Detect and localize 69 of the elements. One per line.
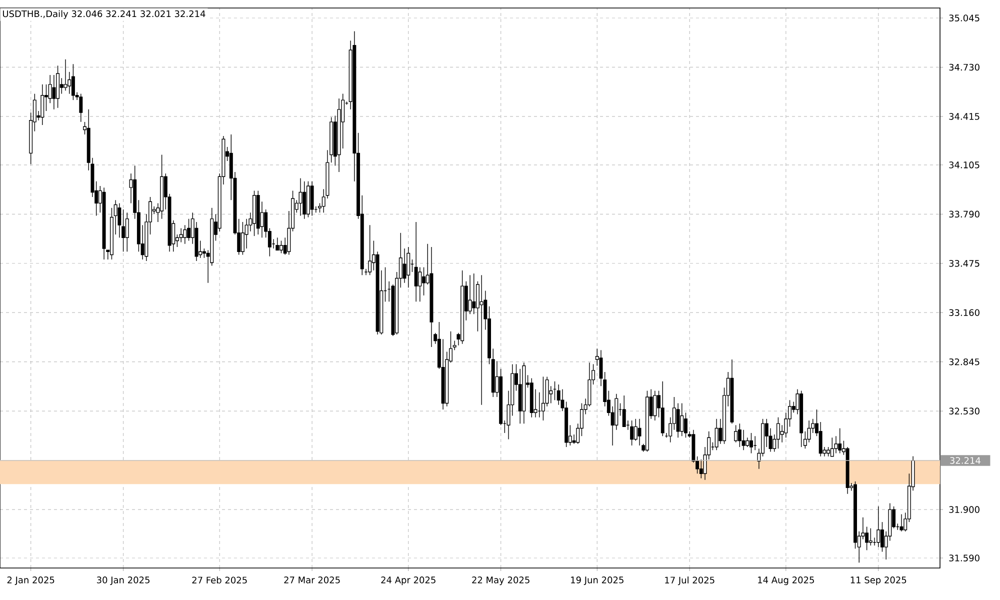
candlestick [734, 424, 738, 443]
candlestick [830, 437, 834, 457]
candlestick [868, 528, 872, 546]
candlestick [714, 418, 718, 451]
candlestick [541, 376, 545, 421]
candlestick [406, 246, 410, 288]
x-tick-label: 19 Jun 2025 [571, 576, 624, 586]
candlestick [684, 412, 688, 438]
candlestick [52, 74, 56, 110]
candlestick [630, 420, 634, 446]
y-tick-label: 33.790 [949, 210, 980, 218]
y-tick-label: 34.415 [949, 113, 980, 120]
candlestick [414, 222, 418, 302]
candlestick [807, 420, 811, 443]
x-tick-label: 2 Jan 2025 [7, 576, 54, 586]
candlestick [40, 84, 44, 126]
candlestick [738, 423, 742, 448]
candlestick [818, 422, 822, 457]
ref-line-label: 32.214 [950, 457, 980, 464]
candlestick [179, 228, 183, 243]
candlestick [280, 240, 283, 254]
candlestick [402, 248, 406, 284]
chart-title: USDTHB.,Daily 32.046 32.241 32.021 32.214 [2, 10, 206, 19]
candlestick [838, 428, 842, 454]
candlestick [125, 212, 129, 252]
x-tick-label: 27 Feb 2025 [192, 576, 247, 584]
x-tick-label: 27 Mar 2025 [284, 576, 340, 584]
y-tick-label: 31.900 [949, 506, 980, 513]
y-tick-label: 35.045 [949, 14, 980, 22]
candlestick [183, 224, 187, 244]
candlestick [676, 402, 680, 438]
candlestick [776, 416, 780, 449]
candlestick [472, 273, 476, 315]
candlestick [79, 93, 83, 122]
candlestick [834, 436, 838, 454]
y-tick-label: 33.475 [949, 260, 980, 267]
candlestick [310, 180, 314, 216]
candlestick [826, 446, 830, 457]
y-tick-label: 32.845 [949, 358, 980, 366]
candlestick [422, 266, 426, 296]
candlestick [742, 429, 746, 451]
x-tick-label: 24 Apr 2025 [381, 576, 436, 586]
y-tick-label: 34.730 [949, 64, 980, 71]
y-tick-label: 32.530 [949, 408, 980, 414]
candlestick [418, 266, 422, 302]
x-tick-label: 11 Sep 2025 [850, 576, 906, 586]
candlestick [634, 418, 638, 442]
candlestick [64, 59, 68, 92]
candlestick [240, 222, 244, 256]
candlestick [118, 202, 122, 238]
candlestick [622, 395, 626, 428]
x-tick-label: 30 Jan 2025 [96, 576, 150, 586]
y-tick-label: 33.160 [949, 309, 980, 316]
candlestick [480, 274, 484, 406]
candlestick [368, 224, 372, 276]
candlestick [876, 506, 880, 548]
candlestick [71, 64, 75, 100]
candlestick [276, 237, 280, 250]
candlestick [750, 432, 753, 454]
x-tick-label: 22 May 2025 [472, 576, 530, 586]
candlestick [653, 390, 657, 421]
candlestick [302, 180, 306, 220]
y-tick-label: 34.105 [949, 162, 980, 168]
candlestick [680, 402, 684, 436]
candlestick [746, 437, 750, 448]
x-tick-label: 14 Aug 2025 [758, 576, 814, 586]
y-tick-label: 31.590 [949, 554, 980, 562]
x-tick-label: 17 Jul 2025 [665, 576, 714, 586]
candlestick [187, 218, 191, 242]
